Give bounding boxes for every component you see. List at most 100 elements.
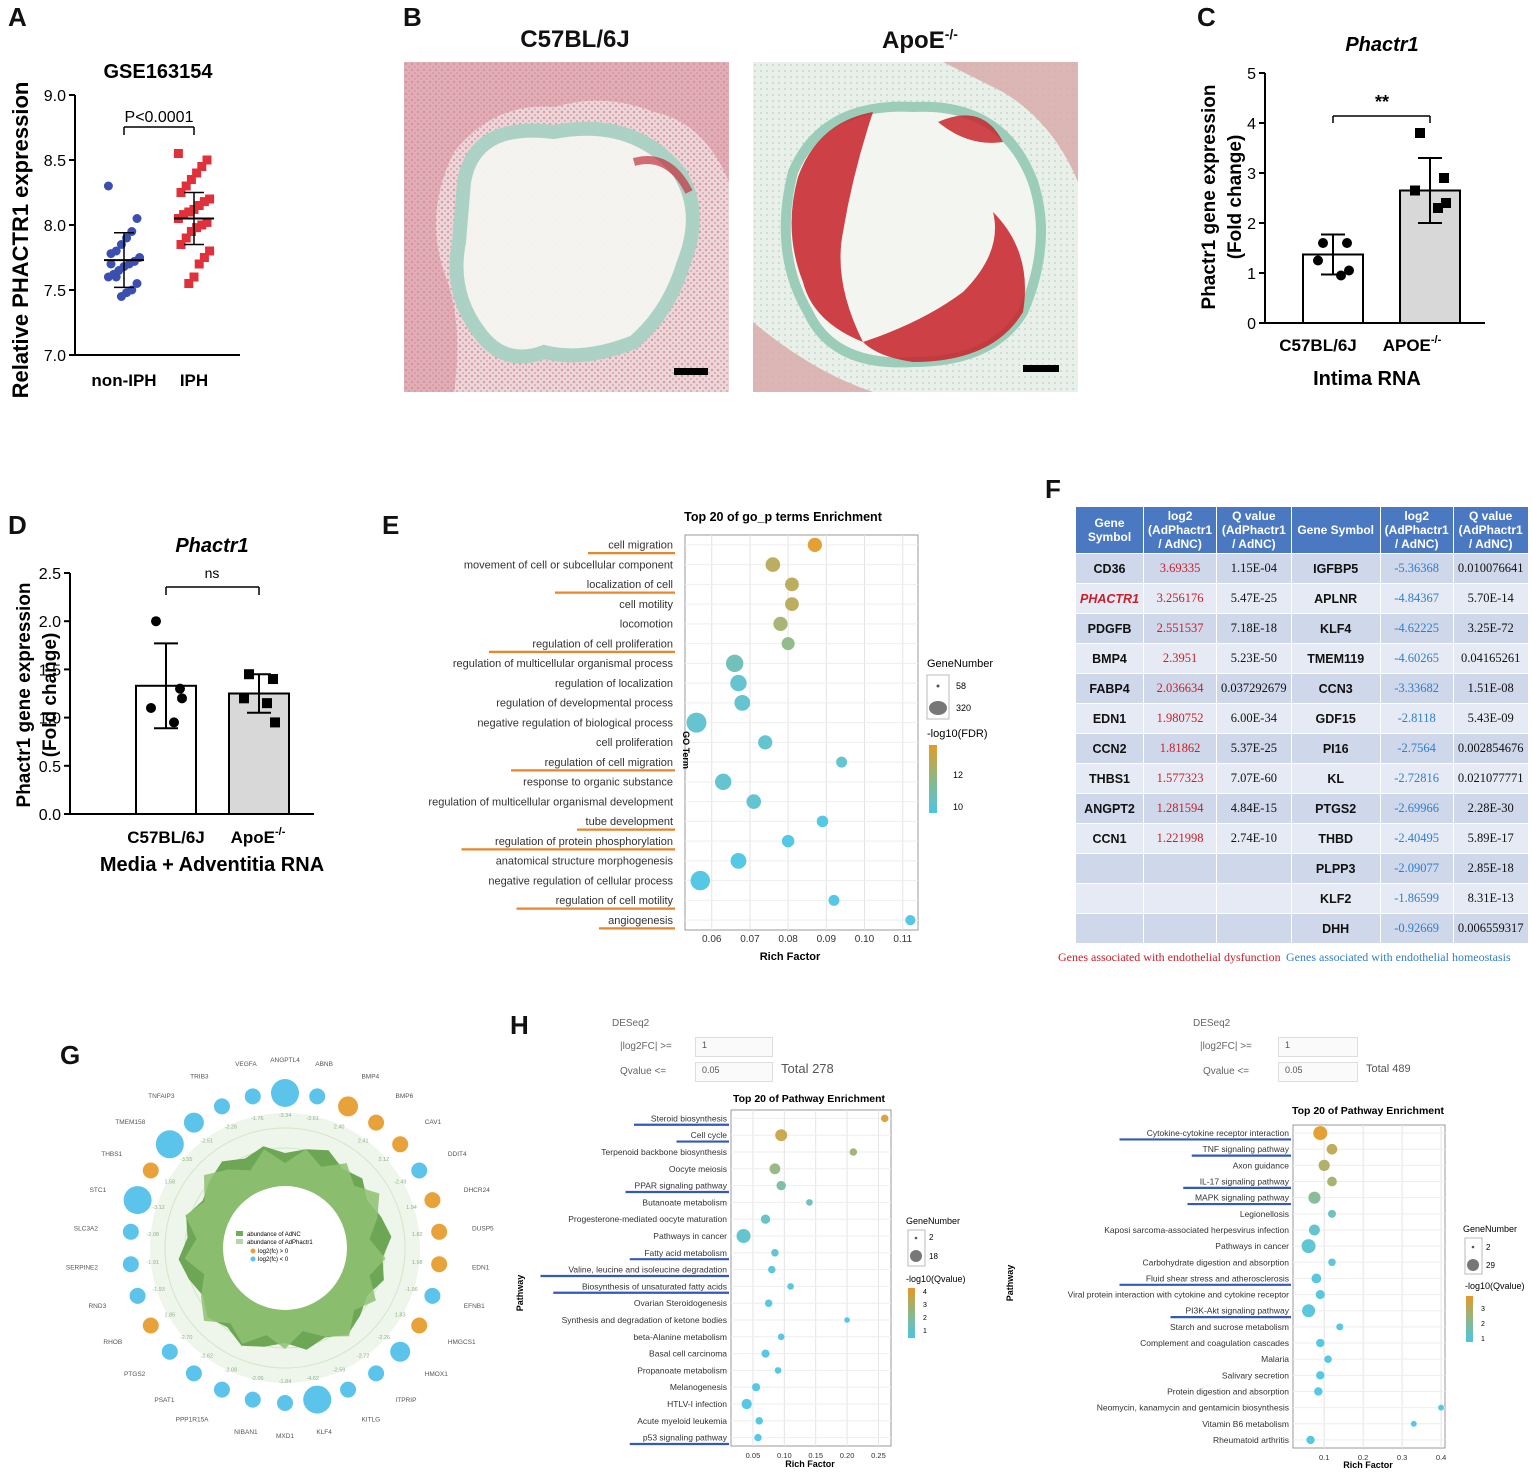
xtick-label: 0.07 <box>740 934 760 945</box>
bubble <box>1316 1371 1325 1380</box>
bubble <box>781 834 795 848</box>
bubble <box>1308 1191 1321 1204</box>
data-point <box>1336 270 1346 281</box>
gene-label: PSAT1 <box>154 1397 174 1404</box>
xtick-label: 0.08 <box>778 934 798 945</box>
table-row: DHH -0.92669 0.006559317 <box>1074 913 1529 944</box>
term-label: Malaria <box>1261 1354 1289 1364</box>
panel-a-ytick-label: 9.0 <box>44 88 66 105</box>
gene-fc: -4.62 <box>306 1376 319 1382</box>
gene-bubble <box>277 1395 293 1411</box>
gene-fc: 1.82 <box>412 1232 423 1238</box>
bubble <box>765 557 781 572</box>
bubble <box>807 537 822 552</box>
term-label: Basal cell carcinoma <box>649 1349 727 1359</box>
table-cell: 3.25E-72 <box>1452 613 1529 644</box>
table-cell: 7.18E-18 <box>1216 613 1292 644</box>
gene-fc: 1.83 <box>395 1313 406 1319</box>
bubble <box>734 695 751 711</box>
table-cell: 0.002854676 <box>1452 733 1529 764</box>
term-label: regulation of localization <box>555 678 673 690</box>
table-row: CD36 3.69335 1.15E-04 IGFBP5 -5.36368 0.01007… <box>1074 553 1529 584</box>
gene-bubble <box>303 1385 332 1414</box>
h-right-ylabel: Pathway <box>1005 1265 1015 1302</box>
data-point <box>146 702 156 713</box>
panel-a-category-iph: IPH <box>180 371 208 390</box>
table-cell <box>1074 883 1145 914</box>
table-cell: CD36 <box>1074 553 1145 584</box>
gene-bubble <box>244 1088 261 1105</box>
xtick-label: 0.20 <box>840 1451 855 1460</box>
panel-c-ylabel-1: Phactr1 gene expression <box>1199 85 1220 310</box>
term-label: regulation of cell migration <box>545 757 673 769</box>
bubble <box>1301 1239 1316 1254</box>
table-cell: 1.577323 <box>1143 763 1218 794</box>
ytick-label: 0 <box>1247 316 1256 333</box>
panel-a-point <box>181 181 191 191</box>
table-cell: IGFBP5 <box>1290 553 1381 584</box>
gene-fc: -2.51 <box>201 1138 214 1144</box>
panel-e-legend-large <box>929 701 947 715</box>
term-label: TNF signaling pathway <box>1203 1144 1290 1154</box>
table-cell: PDGFB <box>1074 613 1145 644</box>
gene-bubble <box>411 1317 428 1334</box>
table-cell: ANGPT2 <box>1074 793 1145 824</box>
panel-a-point <box>184 279 194 288</box>
gene-bubble <box>431 1223 448 1240</box>
term-label: Pathways in cancer <box>1215 1241 1289 1251</box>
panel-a-point <box>197 162 207 171</box>
panel-f-table: Gene Symbol log2 (AdPhactr1 / AdNC) Q va… <box>1074 506 1529 944</box>
gene-label: TNFAIP3 <box>148 1093 175 1100</box>
panel-c-category-c57: C57BL/6J <box>1279 336 1356 355</box>
table-cell: 2.85E-18 <box>1452 853 1529 884</box>
h-right-xlabel: Rich Factor <box>1343 1460 1393 1470</box>
panel-e-legend-size-0: 58 <box>956 681 966 691</box>
gene-fc: 1.94 <box>406 1205 417 1211</box>
radar-ring <box>164 1127 406 1369</box>
panel-f-header: Gene Symbol <box>1074 506 1145 554</box>
h-left-fc-input[interactable]: 1 <box>695 1037 773 1057</box>
term-label: PPAR signaling pathway <box>635 1181 728 1191</box>
gene-bubble <box>368 1365 385 1382</box>
table-row: FABP4 2.036634 0.037292679 CCN3 -3.33682 1.51… <box>1074 673 1529 704</box>
h-left-q-input[interactable]: 0.05 <box>695 1062 773 1082</box>
bubble <box>686 712 707 733</box>
panel-a-point <box>111 272 121 282</box>
panel-a-chart: GSE163154 Relative PHACTR1 expression 7.… <box>8 61 240 398</box>
table-cell <box>1143 853 1218 884</box>
term-label: MAPK signaling pathway <box>1195 1193 1290 1203</box>
panel-a-ytick-label: 7.0 <box>44 348 66 365</box>
table-cell: CCN2 <box>1074 733 1145 764</box>
table-cell: PTGS2 <box>1290 793 1381 824</box>
h-right-fc-input[interactable]: 1 <box>1278 1037 1358 1057</box>
ytick-label: 2.5 <box>39 566 61 583</box>
panel-a-point <box>181 233 191 243</box>
term-label: Progesterone-mediated oocyte maturation <box>568 1214 727 1224</box>
term-label: Fluid shear stress and atherosclerosis <box>1146 1273 1289 1283</box>
bubble <box>836 756 848 768</box>
panel-a-point <box>186 175 196 184</box>
xtick-label: 0.10 <box>777 1451 792 1460</box>
table-cell: 5.37E-25 <box>1216 733 1292 764</box>
term-label: regulation of multicellular organismal d… <box>428 796 673 808</box>
term-label: IL-17 signaling pathway <box>1200 1177 1290 1187</box>
panel-a-point <box>194 201 204 210</box>
gene-bubble <box>185 1365 202 1382</box>
gene-fc: -1.96 <box>405 1287 418 1293</box>
bubble <box>787 1283 794 1290</box>
term-label: HTLV-I infection <box>667 1399 727 1409</box>
h-right-q-input[interactable]: 0.05 <box>1278 1062 1358 1082</box>
term-label: Ovarian Steroidogenesis <box>634 1298 727 1308</box>
data-point <box>177 693 187 704</box>
table-row: CCN1 1.221998 2.74E-10 THBD -2.40495 5.89E-17 <box>1074 823 1529 854</box>
h-left-legend-color-0: 4 <box>923 1289 927 1296</box>
term-label: Carbohydrate digestion and absorption <box>1143 1257 1290 1267</box>
panel-e-colorbar <box>929 745 937 813</box>
ytick-label: 3 <box>1247 166 1256 183</box>
h-right-legend-color-2: 1 <box>1481 1336 1485 1343</box>
gene-fc: -2.26 <box>225 1124 238 1130</box>
table-cell: 3.69335 <box>1143 553 1218 584</box>
table-cell: 6.00E-34 <box>1216 703 1292 734</box>
gene-bubble <box>142 1317 159 1334</box>
gene-fc: 2.40 <box>334 1124 345 1130</box>
